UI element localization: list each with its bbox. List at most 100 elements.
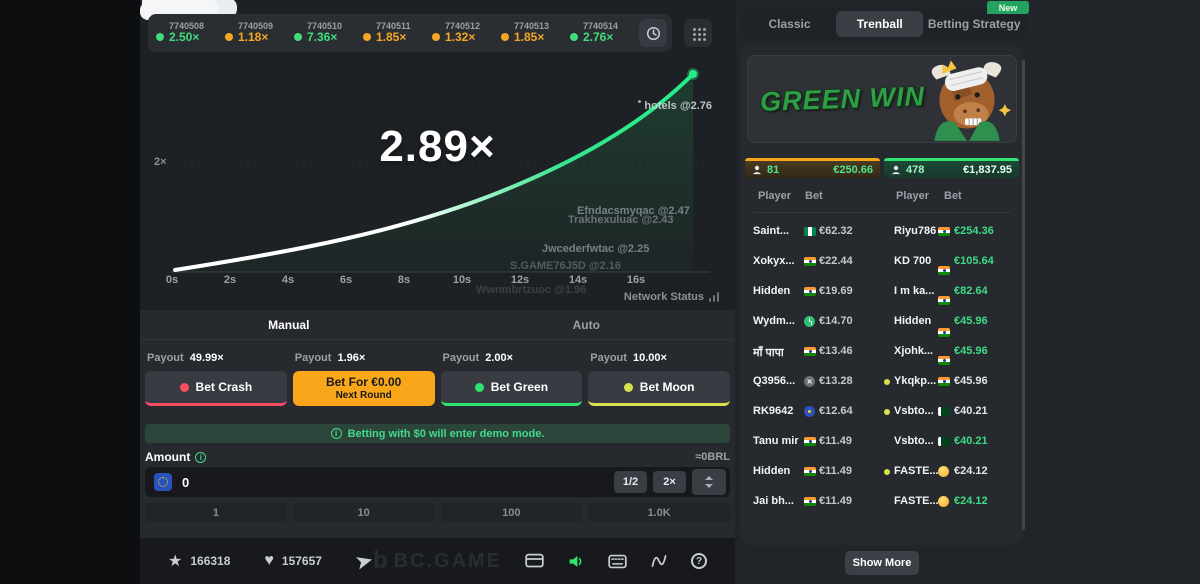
india-flag-icon	[938, 356, 950, 365]
round-multiplier: 1.32×	[445, 30, 476, 45]
table-row: Xokyx... €22.44 KD 700 €105.64	[740, 247, 1024, 277]
star-icon[interactable]: ★	[168, 553, 183, 570]
india-flag-icon	[938, 227, 950, 236]
bet-bet-moon-button[interactable]: Bet Moon	[588, 371, 730, 406]
player-name: Q3956...	[753, 375, 796, 387]
round-id: 7740514	[583, 20, 619, 31]
cashout-label: hotels @2.76	[638, 100, 712, 112]
crash-side-stats: 81 €250.66	[745, 158, 880, 178]
grid-view-button[interactable]	[684, 19, 712, 47]
x-axis-tick: 14s	[568, 274, 588, 286]
cashout-label: Efndacsmyqac @2.47	[577, 205, 690, 217]
india-flag-icon	[804, 347, 816, 356]
history-round[interactable]: 7740510 7.36×	[294, 21, 363, 45]
india-flag-icon	[938, 328, 950, 337]
y-axis-label: 2×	[154, 156, 167, 168]
player-name: Hidden	[894, 315, 932, 327]
bet-amount: €45.96	[954, 375, 988, 387]
round-id: 7740512	[445, 20, 481, 31]
tab-trenball[interactable]: Trenball	[836, 11, 924, 37]
quick-amount-button[interactable]: 10	[292, 503, 435, 522]
coin-flag-icon	[938, 496, 949, 507]
share-item	[354, 551, 375, 572]
amount-input[interactable]: 0 1/2 2×	[145, 467, 730, 497]
x-axis-tick: 8s	[397, 274, 411, 286]
india-flag-icon	[938, 266, 950, 275]
wallet-card-icon[interactable]	[525, 553, 544, 569]
heart-icon[interactable]: ♥	[264, 552, 274, 569]
half-amount-button[interactable]: 1/2	[614, 471, 647, 493]
tab-manual[interactable]: Manual	[268, 317, 310, 332]
table-row: Jai bh... €11.49 FASTE... €24.12	[740, 487, 1024, 517]
bet-bet-crash-button[interactable]: Bet Crash	[145, 371, 287, 406]
scrollbar[interactable]	[1022, 60, 1025, 530]
payout-value: 1.96×	[337, 352, 366, 364]
round-multiplier: 1.85×	[514, 30, 545, 45]
cloud-decoration	[142, 0, 206, 16]
trends-wave-icon[interactable]	[650, 553, 668, 569]
tab-classic[interactable]: Classic	[768, 17, 811, 31]
player-name: Xokyx...	[753, 255, 795, 267]
amount-stepper[interactable]	[692, 469, 726, 495]
sound-on-icon[interactable]	[567, 553, 585, 570]
crash-total-bet: €250.66	[833, 163, 873, 176]
amount-info-icon[interactable]	[195, 451, 207, 463]
nigeria-flag-icon	[804, 227, 816, 236]
game-mode-tabs: Classic Trenball Betting Strategy	[740, 8, 1028, 40]
history-round[interactable]: 7740511 1.85×	[363, 21, 432, 45]
cashout-label: Jwcederfwtac @2.25	[542, 243, 650, 255]
player-name: Tanu mir	[753, 435, 799, 447]
favorites-count: 166318	[190, 554, 231, 568]
history-round[interactable]: 7740508 2.50×	[156, 21, 225, 45]
history-round[interactable]: 7740512 1.32×	[432, 21, 501, 45]
tab-auto[interactable]: Auto	[572, 317, 600, 332]
crash-player-count: 81	[767, 163, 780, 176]
player-name: FASTE...	[894, 495, 938, 507]
bet-button-label: Bet For €0.00	[325, 375, 402, 390]
info-icon	[330, 428, 342, 439]
india-flag-icon	[804, 287, 816, 296]
history-round[interactable]: 7740513 1.85×	[501, 21, 570, 45]
quick-amount-button[interactable]: 1	[145, 503, 287, 522]
bet-amount: €14.70	[819, 315, 853, 327]
history-round[interactable]: 7740514 2.76×	[570, 21, 639, 45]
green-win-banner: GREEN WIN	[747, 55, 1017, 143]
banner-title: GREEN WIN	[759, 81, 926, 117]
player-name: Hidden	[753, 285, 791, 297]
quick-amount-button[interactable]: 1.0K	[588, 503, 730, 522]
keyboard-icon[interactable]	[608, 554, 627, 569]
round-id: 7740509	[238, 20, 274, 31]
stepper-up-icon[interactable]	[705, 476, 713, 480]
bet-bet-for-0-00-button[interactable]: Bet For €0.00 Next Round	[292, 371, 435, 406]
player-name: Ykqkp...	[894, 375, 937, 387]
player-name: Riyu786	[894, 225, 937, 237]
bet-amount: €13.28	[819, 375, 853, 387]
footer-icons: ?	[525, 553, 707, 570]
table-row: Wydm... €14.70 Hidden €45.96	[740, 307, 1024, 337]
eur-currency-icon	[154, 473, 172, 491]
tab-betting-strategy[interactable]: Betting Strategy	[927, 17, 1021, 31]
payout-value: 10.00×	[632, 352, 667, 364]
round-result-dot	[570, 32, 578, 41]
quick-amount-button[interactable]: 100	[440, 503, 583, 522]
amount-value: 0	[182, 474, 190, 490]
table-row: Q3956... €13.28 Ykqkp... €45.96	[740, 367, 1024, 397]
brand-text: BC.GAME	[393, 549, 503, 572]
pakistan-flag-icon	[938, 437, 950, 446]
amount-row: Amount ≈0BRL	[145, 450, 730, 464]
history-clock-button[interactable]	[639, 19, 667, 47]
show-more-button[interactable]: Show More	[845, 551, 919, 575]
double-amount-button[interactable]: 2×	[653, 471, 686, 493]
green-player-count: 478	[906, 163, 925, 176]
paper-plane-icon[interactable]	[354, 551, 375, 572]
stepper-down-icon[interactable]	[705, 484, 713, 488]
help-icon[interactable]: ?	[691, 553, 707, 569]
green-total-bet: €1,837.95	[963, 163, 1012, 176]
history-round[interactable]: 7740509 1.18×	[225, 21, 294, 45]
round-multiplier: 1.85×	[376, 30, 407, 45]
bet-amount: €40.21	[954, 435, 988, 447]
round-id: 7740510	[307, 20, 343, 31]
x-axis-tick: 12s	[510, 274, 530, 286]
bet-bet-green-button[interactable]: Bet Green	[440, 371, 583, 406]
india-flag-icon	[804, 497, 816, 506]
